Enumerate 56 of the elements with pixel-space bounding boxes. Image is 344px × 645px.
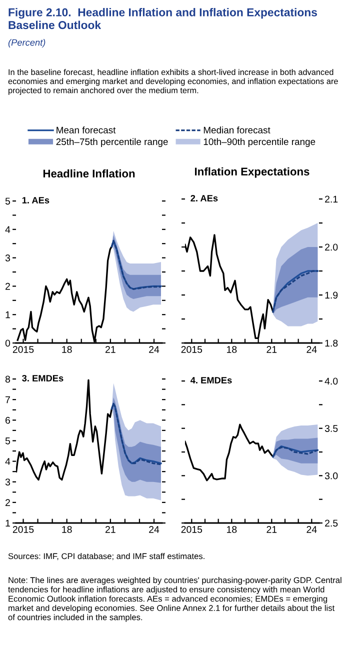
x-tick-label: 21 (106, 526, 116, 533)
y2-tick-label: 3.5 (324, 425, 338, 432)
y2-tick-label: 1.8 (325, 340, 338, 347)
chart-subtitle: 1. AEs (22, 197, 50, 204)
line-series (110, 240, 162, 290)
legend-label: 10th–90th percentile range (204, 138, 316, 147)
x-tick-label: 21 (266, 526, 277, 533)
y-tick-label: 5 (5, 198, 10, 205)
y-tick-label: 3 (5, 254, 10, 262)
chart-title: Headline Inflation (43, 169, 135, 178)
legend-label: Median forecast (204, 126, 270, 134)
x-tick-label: 18 (227, 526, 237, 533)
x-tick-label: 24 (306, 526, 317, 533)
y-tick-label: 4 (5, 458, 10, 465)
y2-tick-label: 2.1 (325, 196, 338, 203)
text: Note: The lines are averages weighted by countries' purchasing-power-parity GDP. Central tendencies for headline inflations are adjusted to ensure consistency with mean World Economic Outlook inflation forecasts. AEs = advanced economies; EMDEs = emerging market and developing economies. See Online Annex 2.1 for further details about the list of countries included in the samples. (8, 577, 342, 622)
x-tick-label: 18 (62, 346, 72, 353)
x-tick-label: 2015 (181, 526, 202, 533)
x-tick-label: 24 (306, 346, 317, 353)
x-tick-label: 24 (149, 526, 160, 533)
y-tick-label: 4 (5, 226, 10, 233)
caption: Figure 2.10. Headline Inflation and Inflation Expectations Baseline Outlook (8, 8, 317, 30)
legend-label: Mean forecast (56, 126, 116, 134)
legend-label: 25th–75th percentile range (56, 138, 168, 147)
y2-tick-label: 1.9 (325, 292, 338, 299)
text: In the baseline forecast, headline inflation exhibits a short-lived increase in both advanced economies and emerging market and developing economies, and inflation expectations are projected to remain anchored over the medium term. (8, 69, 338, 95)
y-tick-label: 1 (6, 520, 10, 527)
y-tick-label: 8 (5, 376, 10, 383)
x-tick-label: 18 (62, 526, 72, 533)
x-tick-label: 18 (227, 346, 237, 353)
x-tick-label: 24 (149, 346, 160, 353)
y2-tick-label: 3.0 (324, 472, 338, 480)
line-series (272, 270, 318, 313)
y2-tick-label: 4.0 (324, 378, 338, 385)
y2-tick-label: 2.0 (325, 244, 338, 251)
y-tick-label: 3 (5, 478, 10, 486)
y-tick-label: 1 (6, 311, 10, 318)
chart-subtitle: 3. EMDEs (22, 374, 64, 382)
y-tick-label: 6 (6, 416, 10, 424)
x-tick-label: 2015 (181, 346, 202, 353)
y2-tick-label: 2.5 (325, 520, 338, 527)
x-tick-label: 21 (106, 346, 116, 353)
chart-title: Inflation Expectations (195, 167, 310, 178)
y-tick-label: 2 (6, 499, 10, 506)
y-tick-label: 5 (5, 438, 10, 444)
x-tick-label: 2015 (12, 346, 34, 353)
x-tick-label: 2015 (12, 526, 34, 533)
chart-subtitle: 4. EMDEs (190, 377, 232, 384)
y-tick-label: 0 (5, 340, 10, 347)
line-series (185, 424, 274, 482)
chart-subtitle: 2. AEs (190, 194, 218, 202)
y-tick-label: 2 (6, 282, 10, 290)
text: (Percent) (8, 39, 46, 48)
x-tick-label: 21 (266, 346, 277, 353)
source-note: Sources: IMF, CPI database; and IMF staff estimates. (8, 553, 204, 560)
y-tick-label: 7 (6, 396, 10, 404)
